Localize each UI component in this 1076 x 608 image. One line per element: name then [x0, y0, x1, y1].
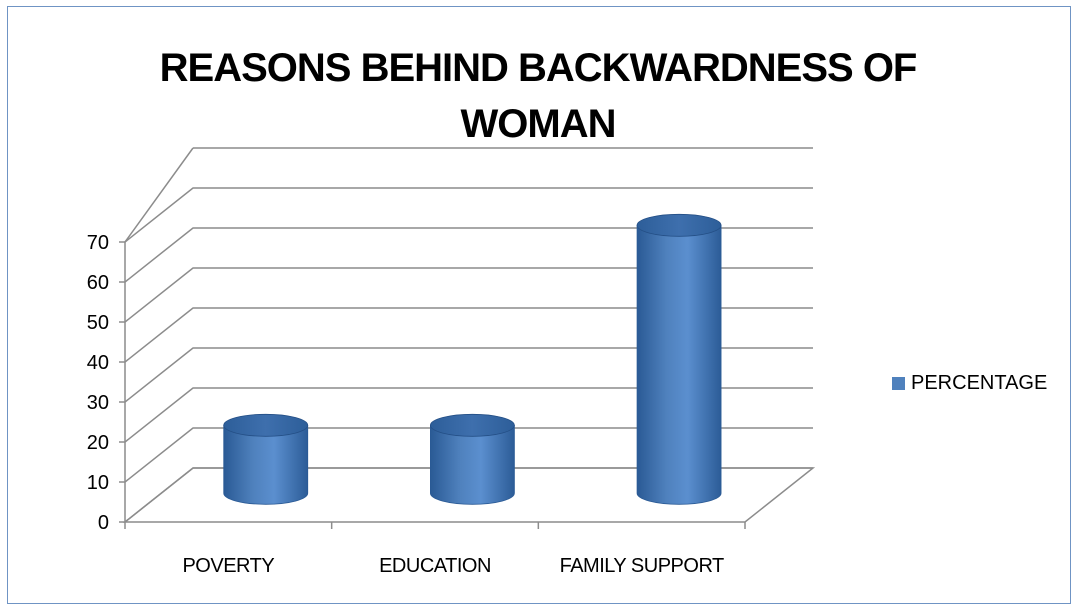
bar-education [429, 413, 515, 505]
side-wall-edge [124, 147, 194, 243]
y-tick-label: 10 [87, 472, 109, 494]
bar-top [223, 413, 309, 437]
axis-layer [119, 241, 746, 529]
bar-body [636, 224, 722, 505]
bar-top [429, 413, 515, 437]
gridline [124, 347, 813, 403]
y-tick-label: 60 [87, 272, 109, 294]
chart-title: REASONS BEHIND BACKWARDNESS OF WOMAN [0, 40, 1076, 152]
bar-body [430, 424, 515, 505]
y-tick-label: 0 [98, 512, 109, 534]
grid-layer [122, 147, 816, 523]
y-tick-label: 30 [87, 392, 109, 414]
chart-title-line-1: REASONS BEHIND BACKWARDNESS OF [159, 46, 918, 90]
y-tick-label: 70 [87, 232, 109, 254]
gridline [124, 387, 813, 443]
legend-swatch [892, 377, 905, 390]
bar-body [223, 424, 309, 505]
x-tick-label: EDUCATION [379, 555, 491, 577]
gridline [124, 267, 813, 323]
x-tick-label: FAMILY SUPPORT [560, 555, 724, 577]
gridline [124, 307, 813, 363]
bar-poverty [223, 413, 309, 505]
y-tick-label: 50 [87, 312, 109, 334]
y-tick-label: 40 [87, 352, 109, 374]
bar-top [636, 213, 722, 237]
y-tick-label: 20 [87, 432, 109, 454]
gridline [124, 427, 813, 483]
legend: PERCENTAGE [892, 372, 1047, 395]
chart-frame [7, 6, 1071, 604]
label-layer: 0 10 20 30 40 50 60 70 POVERTY EDUCATION FAMILY SU… [87, 232, 725, 577]
legend-label: PERCENTAGE [911, 372, 1048, 394]
bar-family-support [636, 213, 722, 505]
x-tick-label: POVERTY [182, 555, 274, 577]
gridline [124, 187, 813, 243]
chart-title-line-2: WOMAN [460, 102, 617, 146]
gridline [124, 227, 813, 283]
bar-layer [223, 213, 722, 505]
